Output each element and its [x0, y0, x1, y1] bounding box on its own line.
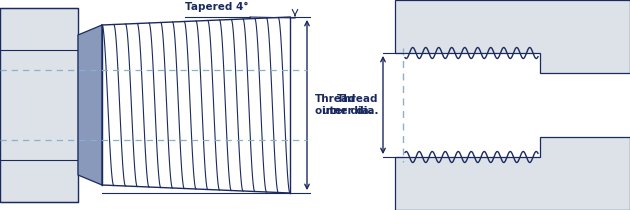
Polygon shape	[0, 8, 78, 202]
Text: Tapered 4°: Tapered 4°	[185, 2, 248, 12]
Polygon shape	[78, 25, 102, 185]
Polygon shape	[395, 137, 630, 210]
Polygon shape	[395, 0, 630, 73]
Text: Thread
inner dia.: Thread inner dia.	[321, 94, 378, 116]
Polygon shape	[102, 17, 290, 193]
Text: Thread
outer dia.: Thread outer dia.	[315, 94, 373, 116]
